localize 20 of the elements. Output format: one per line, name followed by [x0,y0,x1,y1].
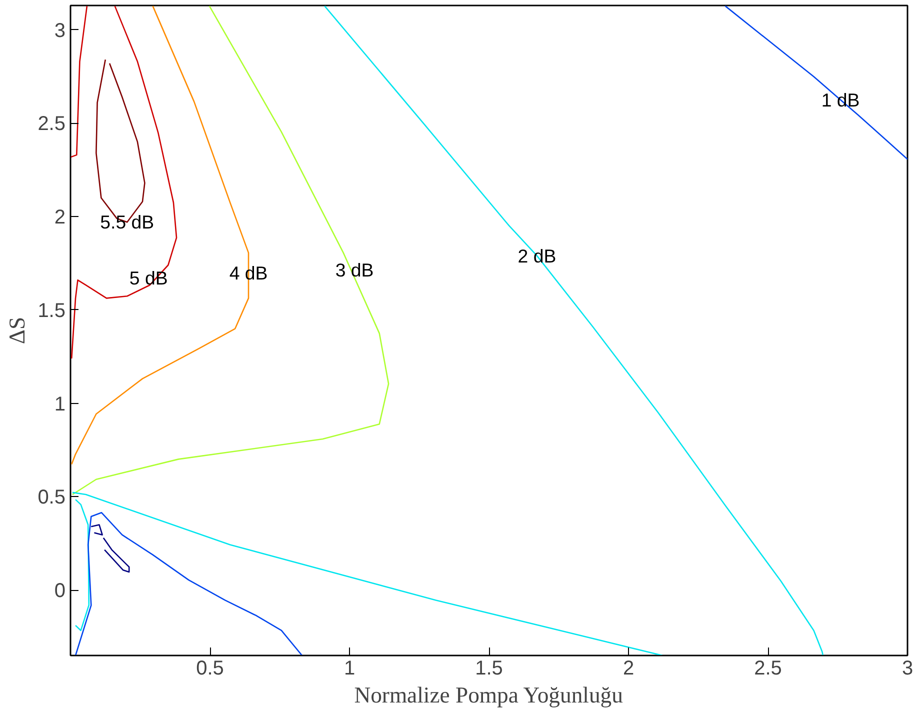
y-tick-label: 1.5 [38,300,66,322]
line-series [72,6,390,496]
x-tick-label: 3 [902,658,914,680]
line-series [102,537,130,573]
y-tick-label: 0.5 [38,486,66,509]
annotation: 5.5 dB [100,212,154,233]
y-axis-title: ΔS [4,316,30,344]
line-series [90,524,103,536]
y-tick-label: 2.5 [38,113,66,136]
annotation: 3 dB [335,259,374,280]
x-tick-label: 0.5 [196,658,224,680]
x-tick-label: 2.5 [754,658,782,680]
y-tick-label: 0 [54,580,66,602]
x-tick-label: 1 [344,658,356,680]
x-axis-title: Normalize Pompa Yoğunluğu [354,682,623,708]
y-tick-label: 1 [54,393,66,416]
x-tick-label: 2 [622,658,634,680]
x-tick-label: 1.5 [475,658,503,680]
y-tick-label: 3 [54,20,66,42]
y-tick-label: 2 [54,206,66,229]
